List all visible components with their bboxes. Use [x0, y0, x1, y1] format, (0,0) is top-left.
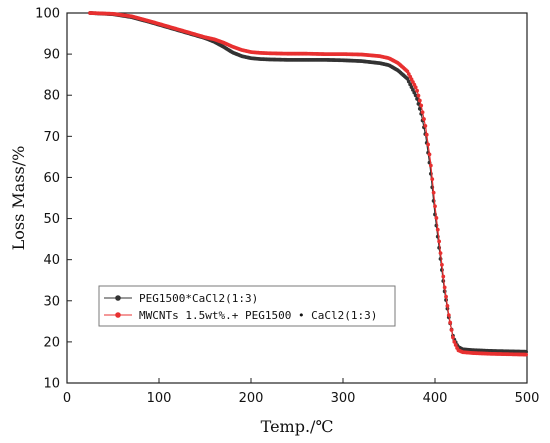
data-point [434, 216, 439, 220]
data-point [440, 262, 444, 267]
y-tick-label-5: 60 [43, 171, 60, 186]
series-layer [88, 11, 528, 357]
y-tick-label-2: 30 [43, 294, 60, 309]
legend-frame [98, 285, 396, 327]
data-point [433, 204, 437, 209]
y-tick-label-1: 20 [43, 335, 60, 350]
data-point [435, 227, 440, 232]
data-point [413, 93, 418, 98]
data-point [524, 352, 528, 357]
x-tick-label-4: 400 [423, 391, 448, 406]
data-point [427, 152, 432, 157]
y-tick-label-7: 80 [43, 89, 60, 104]
x-axis-label: Temp./℃ [261, 417, 334, 436]
data-point [441, 274, 446, 279]
legend-marker-series-2 [115, 312, 121, 318]
data-point [442, 285, 447, 290]
x-tick-label-3: 300 [331, 391, 356, 406]
data-point [524, 349, 528, 354]
y-tick-label-0: 10 [43, 377, 60, 392]
data-point [413, 85, 418, 90]
y-tick-label-9: 100 [35, 7, 60, 22]
legend-marker-series-1 [115, 295, 121, 301]
legend: PEG1500*CaCl2(1:3) MWCNTs 1.5wt%.+ PEG15… [98, 285, 396, 327]
data-point [452, 339, 457, 344]
legend-label-series-2: MWCNTs 1.5wt%.+ PEG1500 • CaCl2(1:3) [139, 309, 377, 322]
data-point [453, 343, 458, 347]
data-point [416, 101, 421, 106]
x-tick-label-0: 0 [63, 391, 71, 406]
y-axis-label: Loss Mass/% [9, 146, 28, 251]
data-point [419, 103, 424, 108]
data-point [444, 294, 448, 299]
plot-area [66, 12, 528, 384]
data-point [446, 313, 451, 318]
data-point [437, 239, 442, 244]
data-point [438, 251, 443, 255]
data-point [416, 93, 421, 98]
x-tick-label-1: 100 [147, 391, 172, 406]
y-tick-label-4: 50 [43, 212, 60, 227]
data-point [417, 106, 422, 111]
data-point [426, 142, 430, 147]
series-2 [88, 11, 528, 357]
data-point [423, 123, 428, 128]
data-point [424, 132, 429, 137]
tick-layer: 0 100 200 300 400 500 10 20 30 40 50 60 70 80 90 100 [35, 7, 539, 407]
data-point [415, 88, 419, 93]
data-point [415, 97, 419, 101]
data-point [445, 304, 450, 308]
y-tick-label-3: 40 [43, 253, 60, 268]
data-point [431, 190, 436, 195]
legend-label-series-1: PEG1500*CaCl2(1:3) [139, 292, 258, 305]
data-point [449, 328, 454, 332]
data-point [417, 98, 422, 103]
y-tick-label-8: 90 [43, 48, 60, 63]
y-tick-label-6: 70 [43, 130, 60, 145]
data-point [451, 335, 455, 340]
x-tick-label-2: 200 [239, 391, 264, 406]
data-point [428, 163, 433, 168]
data-point [448, 320, 453, 325]
x-tick-label-5: 500 [515, 391, 540, 406]
data-point [422, 117, 426, 121]
data-point [430, 177, 435, 181]
data-point [420, 110, 425, 115]
